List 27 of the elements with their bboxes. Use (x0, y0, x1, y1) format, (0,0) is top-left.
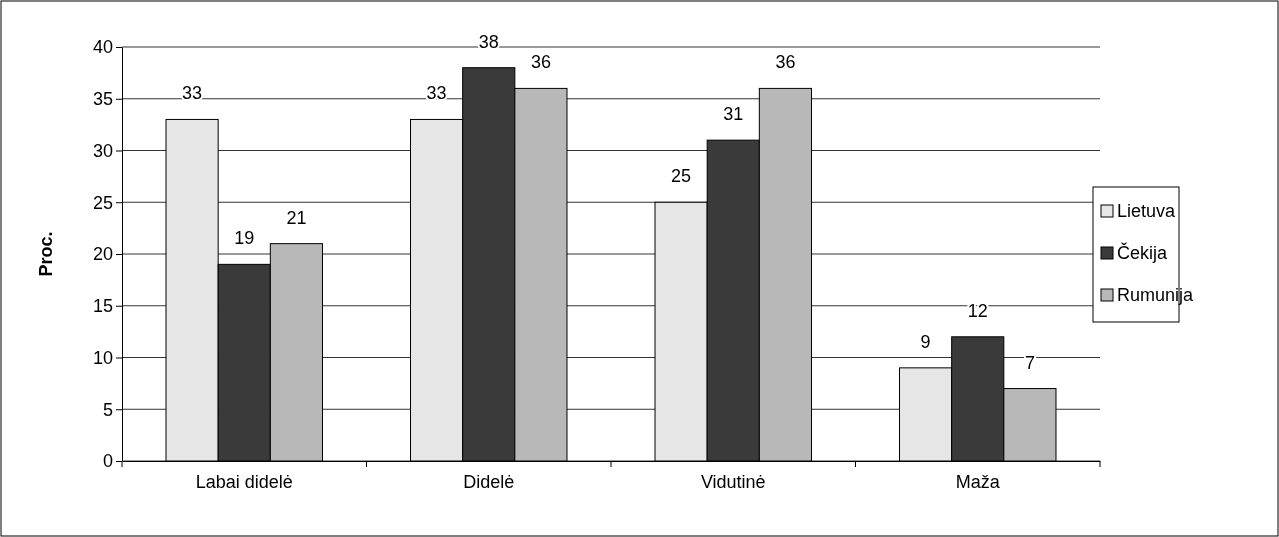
y-tick-label: 25 (92, 192, 113, 213)
y-tick-label: 40 (92, 37, 113, 58)
x-tick-label: Maža (955, 471, 1001, 492)
legend-label: Rumunija (1117, 285, 1195, 305)
x-tick-label: Didelė (463, 471, 515, 492)
x-tick-label: Vidutinė (700, 471, 766, 492)
y-tick-label: 10 (92, 347, 113, 368)
data-label: 19 (234, 228, 255, 249)
y-axis-title: Proc. (36, 231, 56, 277)
y-tick-label: 15 (92, 296, 113, 317)
data-label: 38 (478, 31, 499, 52)
x-tick-label: Labai didelė (195, 471, 293, 492)
y-tick-label: 5 (102, 399, 113, 420)
data-label: 9 (920, 331, 931, 352)
y-tick-label: 20 (92, 244, 113, 265)
y-tick-label: 30 (92, 140, 113, 161)
legend-label: Čekija (1117, 242, 1169, 263)
data-label: 36 (775, 52, 796, 73)
data-label: 31 (723, 104, 744, 125)
y-tick-label: 0 (102, 451, 113, 472)
data-label: 36 (530, 52, 551, 73)
data-label: 21 (286, 207, 307, 228)
legend-label: Lietuva (1117, 201, 1177, 221)
data-label: 25 (671, 166, 692, 187)
data-label: 12 (967, 300, 988, 321)
y-tick-label: 35 (92, 89, 113, 110)
data-label: 7 (1024, 352, 1035, 373)
